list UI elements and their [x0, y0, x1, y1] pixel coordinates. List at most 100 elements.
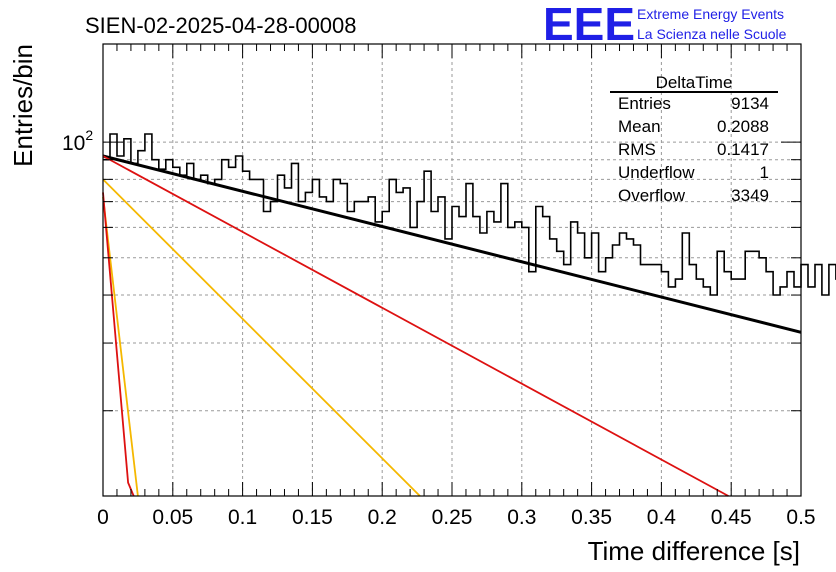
histogram-bin [606, 258, 613, 496]
chart-title: SIEN-02-2025-04-28-00008 [85, 13, 357, 38]
histogram-bin [236, 156, 243, 496]
histogram-bin [194, 179, 201, 496]
histogram-bin [508, 227, 515, 496]
histogram-outline [103, 133, 836, 296]
histogram-bin [354, 202, 361, 496]
histogram-bin [599, 272, 606, 496]
y-tick-labels: 102 [62, 127, 93, 155]
logo-line-2: La Scienza nelle Scuole [637, 26, 787, 42]
histogram-bin [291, 163, 298, 496]
histogram-bin [298, 202, 305, 496]
histogram-bin [801, 265, 808, 496]
x-tick-label: 0.2 [368, 506, 397, 529]
histogram-bin [543, 217, 550, 496]
fit-line-short-component [102, 196, 139, 497]
histogram-bin [620, 233, 627, 496]
fit-line-total-fit [102, 154, 802, 334]
histogram-bin [794, 287, 801, 496]
stats-value: 3349 [731, 186, 769, 205]
histogram-bin [159, 169, 166, 496]
x-tick-label: 0.4 [647, 506, 677, 529]
histogram-bin [550, 239, 557, 496]
histogram-bin [305, 192, 312, 496]
stats-label: Underflow [618, 163, 695, 182]
stats-label: Entries [618, 94, 671, 113]
histogram-bin [829, 265, 836, 496]
histogram-bin [613, 245, 620, 496]
histogram-bin [312, 179, 319, 496]
histogram-bin [752, 251, 759, 496]
stats-rows: Entries 9134 Mean 0.2088 RMS 0.1417 Underflow 1… [618, 94, 769, 205]
histogram-bin [173, 167, 180, 496]
histogram-bin [682, 233, 689, 496]
histogram-bin [452, 206, 459, 496]
histogram-bin [250, 179, 257, 496]
histogram-bin [529, 272, 536, 496]
histogram-bin [494, 222, 501, 496]
histogram-bin [585, 258, 592, 496]
histogram-bin [264, 211, 271, 496]
stats-value: 1 [760, 163, 769, 182]
histogram-bin [284, 188, 291, 496]
histogram-bin [571, 222, 578, 496]
histogram-bin [389, 179, 396, 496]
histogram-bin [627, 239, 634, 496]
histogram-bin [410, 227, 417, 496]
histogram-bin [222, 160, 229, 496]
stats-box: DeltaTime Entries 9134 Mean 0.2088 RMS 0.1417… [610, 73, 778, 205]
histogram-bin [731, 279, 738, 496]
histogram-bin [787, 272, 794, 496]
histogram-bin [361, 202, 368, 496]
x-tick-label: 0.1 [228, 506, 257, 529]
fit-line-short-component-2 [102, 192, 135, 497]
histogram-bin [696, 279, 703, 496]
histogram-bin [278, 175, 285, 496]
histogram-bin [180, 175, 187, 496]
fit-line-long-component [102, 155, 729, 497]
x-tick-labels: 0 0.05 0.1 0.15 0.2 0.25 0.3 0.35 0.4 0.45 0.5 [97, 506, 815, 529]
histogram-bin [710, 295, 717, 496]
histogram-bin [815, 265, 822, 496]
x-tick-label: 0.35 [571, 506, 612, 529]
histogram-bin [459, 217, 466, 496]
histogram-bin [766, 272, 773, 496]
histogram-bin [243, 171, 250, 496]
histogram-bin [724, 272, 731, 496]
histogram-bin [759, 258, 766, 496]
x-tick-label: 0.45 [711, 506, 752, 529]
logo-line-1: Extreme Energy Events [637, 6, 784, 22]
histogram-bin [473, 217, 480, 496]
x-axis-label: Time difference [s] [588, 536, 800, 566]
stats-value: 9134 [731, 94, 769, 113]
histogram-bin [522, 227, 529, 496]
histogram-bin [340, 184, 347, 496]
histogram-bin [822, 295, 829, 496]
fit-curves [102, 154, 802, 497]
histogram-bin [333, 179, 340, 496]
histogram-bin [717, 251, 724, 496]
histogram-bin [201, 175, 208, 496]
histogram-bin [208, 184, 215, 496]
histogram-bin [689, 265, 696, 496]
histogram-bin [654, 265, 661, 496]
x-tick-label: 0.15 [292, 506, 333, 529]
histogram-bin [501, 184, 508, 496]
histogram-bin [578, 233, 585, 496]
stats-value: 0.1417 [717, 140, 769, 159]
histogram-bin [780, 287, 787, 496]
stats-label: RMS [618, 140, 656, 159]
histogram-bin [564, 265, 571, 496]
histogram-bin [592, 233, 599, 496]
histogram-bin [152, 160, 159, 496]
histogram-bars [103, 133, 836, 496]
axis-ticks [102, 44, 802, 496]
histogram-bin [431, 211, 438, 496]
histogram-bin [445, 239, 452, 496]
histogram-bin [347, 211, 354, 496]
histogram-bin [675, 279, 682, 496]
x-tick-label: 0.05 [152, 506, 193, 529]
histogram-bin [536, 206, 543, 496]
x-tick-label: 0.5 [786, 506, 815, 529]
histogram-bin [166, 160, 173, 496]
